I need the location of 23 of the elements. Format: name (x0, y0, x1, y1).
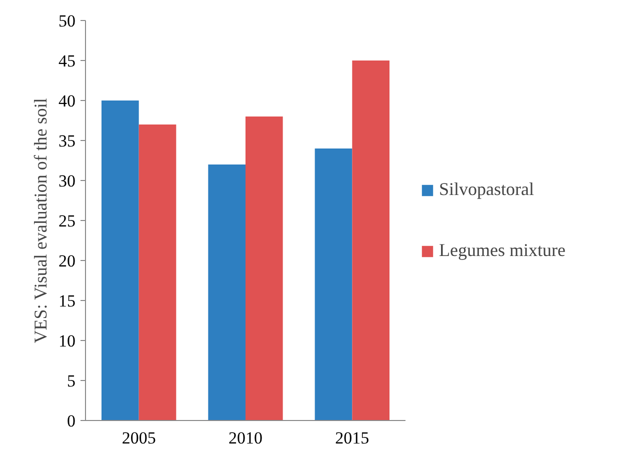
y-tick-label: 35 (58, 132, 76, 150)
y-tick-label: 30 (58, 172, 76, 190)
y-tick-label: 20 (58, 252, 76, 270)
legend-label: Legumes mixture (439, 240, 566, 261)
bar (246, 116, 283, 420)
y-tick-label: 10 (58, 332, 76, 350)
x-tick-label: 2015 (335, 428, 370, 448)
bar (208, 164, 246, 420)
y-tick-label: 5 (67, 372, 76, 390)
x-tick-label: 2010 (228, 428, 262, 448)
y-tick-label: 40 (58, 92, 76, 110)
y-axis-title: VES: Visual evaluation of the soil (30, 98, 50, 344)
bar (102, 100, 139, 420)
y-tick-label: 25 (58, 212, 76, 230)
bar (138, 124, 176, 420)
y-tick-label: 0 (67, 412, 76, 430)
x-tick-label: 2005 (122, 428, 156, 448)
y-tick-label: 50 (58, 12, 76, 30)
y-tick-label: 45 (58, 52, 76, 70)
bar (314, 148, 352, 420)
bar (352, 60, 390, 420)
y-tick-label: 15 (58, 292, 76, 310)
legend-label: Silvopastoral (439, 179, 534, 200)
